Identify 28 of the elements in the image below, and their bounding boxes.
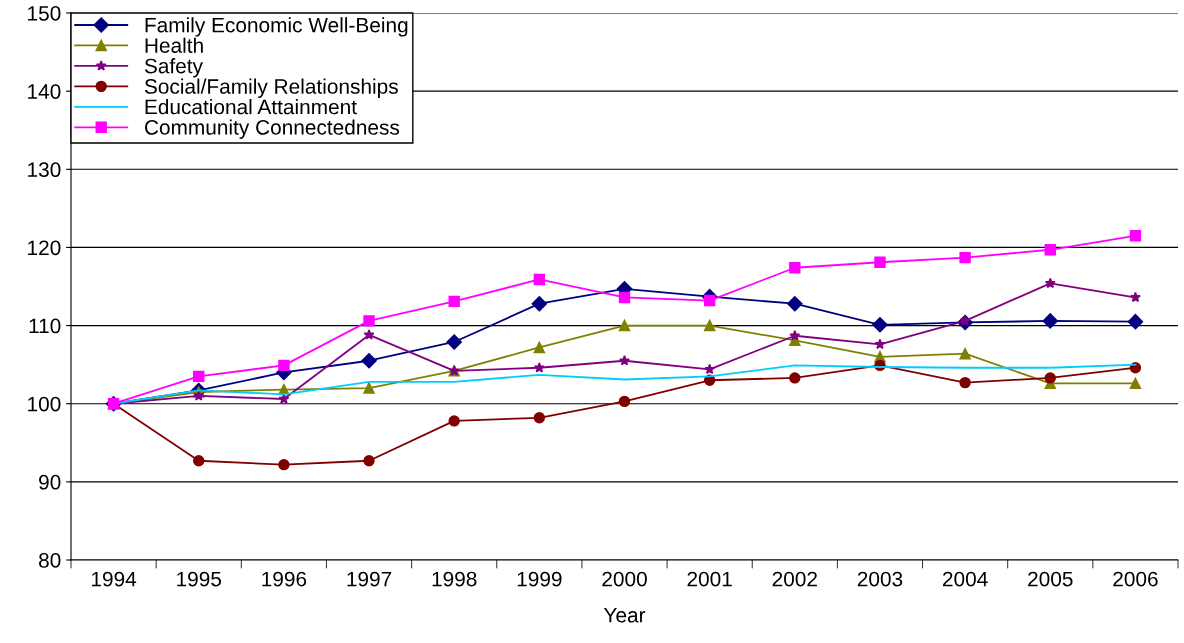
- legend-label: Family Economic Well-Being: [145, 17, 408, 37]
- x-tick-label: 2001: [687, 571, 732, 587]
- y-tick-label: 120: [28, 240, 61, 256]
- legend-label: Social/Family Relationships: [144, 78, 398, 98]
- legend-label: Health: [145, 37, 203, 53]
- x-tick-label: 2000: [602, 571, 647, 587]
- x-tick-label: 2004: [942, 571, 988, 587]
- y-tick-label: 100: [28, 396, 61, 412]
- y-tick-label: 140: [28, 84, 61, 99]
- x-tick-label: 1997: [347, 571, 392, 587]
- legend-label: Community Connectedness: [144, 119, 400, 139]
- y-tick-label: 130: [28, 162, 61, 178]
- x-axis-title: Year: [603, 607, 646, 623]
- x-tick-label: 1995: [177, 571, 222, 587]
- x-tick-label: 2002: [772, 571, 817, 587]
- x-tick-label: 1999: [517, 571, 562, 587]
- y-tick-label: 90: [39, 474, 61, 490]
- y-tick-label: 150: [28, 6, 61, 21]
- x-tick-label: 2006: [1113, 571, 1158, 587]
- legend-label: Safety: [144, 58, 203, 78]
- legend-label: Educational Attainment: [145, 99, 357, 115]
- x-tick-label: 2005: [1028, 571, 1073, 587]
- x-tick-label: 1996: [262, 571, 307, 587]
- y-tick-label: 80: [39, 553, 61, 568]
- x-tick-label: 2003: [857, 571, 903, 587]
- x-tick-label: 1994: [91, 571, 137, 587]
- x-tick-label: 1998: [432, 571, 477, 587]
- y-tick-label: 110: [29, 318, 61, 334]
